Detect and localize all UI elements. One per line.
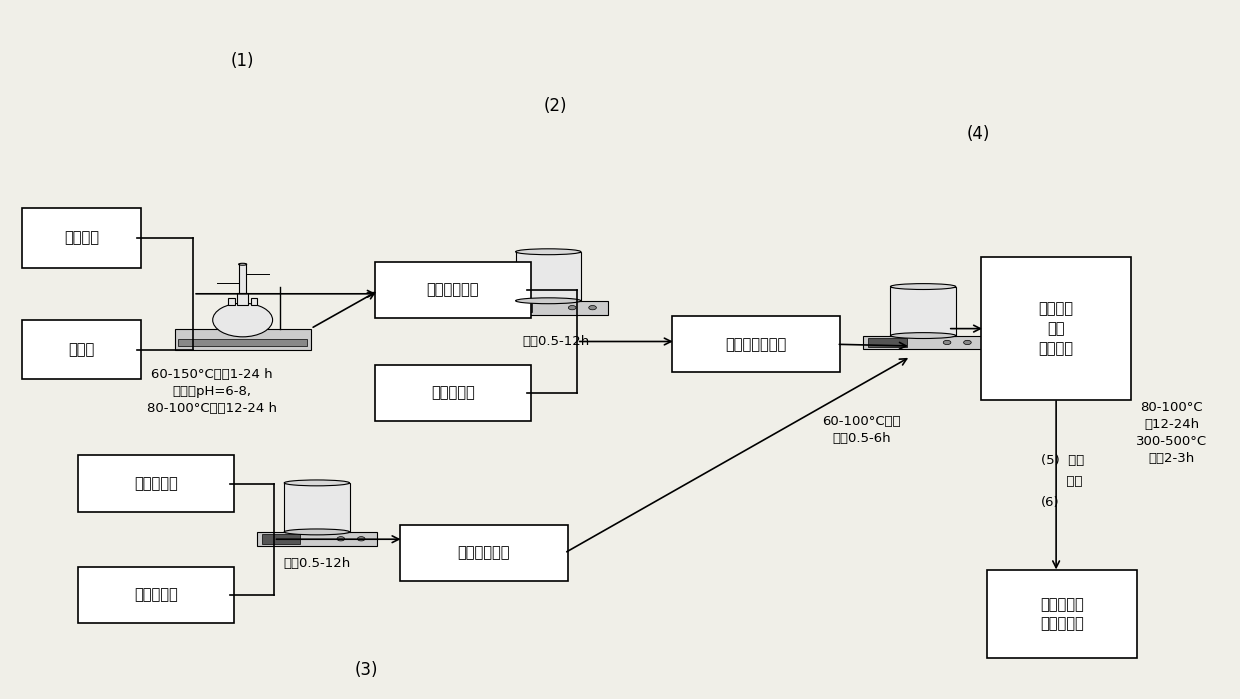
Text: 80-100°C
干12-24h
300-500°C
怎烦2-3h: 80-100°C 干12-24h 300-500°C 怎烦2-3h [1136,401,1208,465]
Bar [868,338,906,347]
Text: (2): (2) [544,97,568,115]
Text: (5)  离心: (5) 离心 [1040,454,1084,468]
Bar [228,298,234,305]
Text: 60-150°C回六1-24 h
抽滤至pH=6-8,
80-100°C烘干12-24 h: 60-150°C回六1-24 h 抽滤至pH=6-8, 80-100°C烘干12… [146,368,277,415]
FancyBboxPatch shape [374,365,531,421]
Text: (1): (1) [231,52,254,70]
Circle shape [963,340,971,345]
FancyBboxPatch shape [374,262,531,318]
FancyBboxPatch shape [22,208,141,268]
Circle shape [589,305,596,310]
Circle shape [213,303,273,337]
Text: 碳纳米管
负载
銀混合液: 碳纳米管 负载 銀混合液 [1039,301,1074,356]
Text: 超声0.5-12h: 超声0.5-12h [283,557,351,570]
Bar [179,339,308,347]
FancyBboxPatch shape [981,257,1131,401]
FancyBboxPatch shape [987,570,1137,658]
Ellipse shape [890,284,956,289]
Text: 二甲基亚砷: 二甲基亚砷 [432,386,475,401]
Text: (3): (3) [355,661,378,679]
Bar [237,293,248,305]
Circle shape [357,537,365,541]
Bar [863,336,983,350]
FancyBboxPatch shape [78,567,234,623]
Bar [516,252,580,301]
FancyBboxPatch shape [22,319,141,380]
Text: 碳纳米管: 碳纳米管 [64,231,99,245]
Ellipse shape [516,298,580,303]
Bar [175,329,311,350]
Text: 碳纳米管负
载銀催化剖: 碳纳米管负 载銀催化剖 [1040,597,1084,631]
Circle shape [568,305,577,310]
FancyBboxPatch shape [78,455,234,512]
Bar [284,483,350,532]
Ellipse shape [890,333,956,338]
Bar [262,534,300,544]
Bar [250,298,258,305]
Text: 二甲基亚砷: 二甲基亚砷 [134,587,177,603]
Text: 氧化剖: 氧化剖 [68,342,95,357]
Circle shape [337,537,345,541]
Bar [257,532,377,546]
Ellipse shape [238,264,247,265]
Bar [890,287,956,336]
Ellipse shape [284,529,350,535]
Text: 超声0.5-12h: 超声0.5-12h [522,335,589,347]
Text: 碳纳米管悬浮液: 碳纳米管悬浮液 [725,337,786,352]
FancyBboxPatch shape [399,525,568,582]
Text: 洗涤: 洗涤 [1040,475,1083,489]
Bar [489,301,608,315]
Text: 銀前驱盐溶液: 銀前驱盐溶液 [458,546,510,561]
Circle shape [944,340,951,345]
Text: (4): (4) [967,124,991,143]
FancyBboxPatch shape [672,316,841,373]
Bar [239,264,246,293]
Ellipse shape [516,249,580,254]
Text: 酸化碳纳米管: 酸化碳纳米管 [427,282,479,298]
Ellipse shape [284,480,350,486]
Text: 硒酸銀溶液: 硒酸銀溶液 [134,476,177,491]
Text: (6): (6) [1040,496,1059,509]
Bar [494,303,532,312]
Text: 60-100°C混合
反億0.5-6h: 60-100°C混合 反億0.5-6h [822,415,900,445]
